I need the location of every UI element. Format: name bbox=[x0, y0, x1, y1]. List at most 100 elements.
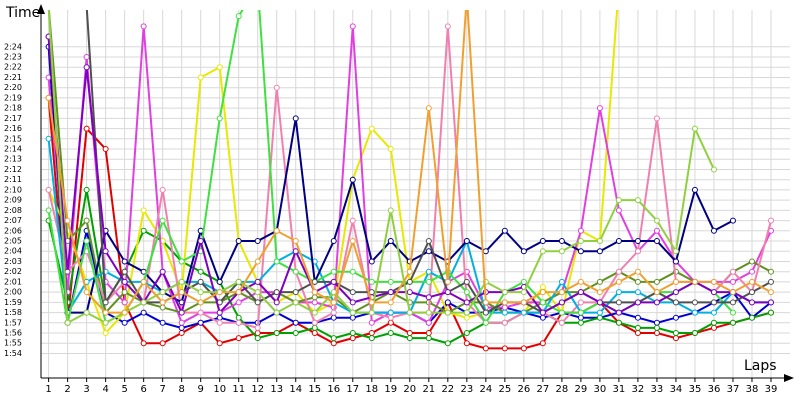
lap-marker bbox=[235, 335, 242, 342]
lap-marker bbox=[330, 238, 337, 245]
lap-marker bbox=[235, 289, 242, 296]
lap-marker bbox=[292, 238, 299, 245]
lap-marker bbox=[577, 289, 584, 296]
lap-marker bbox=[501, 319, 508, 326]
lap-marker bbox=[596, 299, 603, 306]
lap-marker bbox=[273, 299, 280, 306]
lap-marker bbox=[178, 330, 185, 337]
lap-marker bbox=[596, 309, 603, 316]
x-axis-arrow bbox=[784, 374, 794, 382]
lap-marker bbox=[691, 309, 698, 316]
lap-marker bbox=[349, 23, 356, 30]
x-tick-label: 16 bbox=[327, 384, 340, 395]
lap-marker bbox=[615, 299, 622, 306]
lap-marker bbox=[425, 238, 432, 245]
lap-marker bbox=[767, 289, 774, 296]
lap-marker bbox=[672, 258, 679, 265]
lap-marker bbox=[311, 294, 318, 301]
lap-marker bbox=[634, 268, 641, 275]
lap-marker bbox=[159, 289, 166, 296]
y-tick-label: 1:57 bbox=[4, 318, 22, 327]
lap-marker bbox=[102, 309, 109, 316]
lap-marker bbox=[45, 94, 52, 101]
y-tick-label: 1:55 bbox=[4, 339, 22, 348]
lap-marker bbox=[710, 299, 717, 306]
lap-marker bbox=[273, 84, 280, 91]
lap-marker bbox=[197, 74, 204, 81]
y-tick-label: 2:01 bbox=[4, 277, 22, 286]
lap-marker bbox=[140, 207, 147, 214]
lap-marker bbox=[520, 289, 527, 296]
lap-marker bbox=[577, 309, 584, 316]
lap-marker bbox=[710, 324, 717, 331]
y-axis-arrow bbox=[37, 4, 45, 14]
lap-marker bbox=[235, 319, 242, 326]
lap-marker bbox=[672, 248, 679, 255]
lap-marker bbox=[577, 278, 584, 285]
lap-marker bbox=[197, 299, 204, 306]
lap-marker bbox=[121, 278, 128, 285]
lap-marker bbox=[444, 289, 451, 296]
x-tick-label: 35 bbox=[689, 384, 702, 395]
lap-marker bbox=[539, 299, 546, 306]
lap-marker bbox=[596, 248, 603, 255]
lap-marker bbox=[216, 115, 223, 122]
lap-marker bbox=[235, 314, 242, 321]
lap-marker bbox=[501, 289, 508, 296]
x-tick-label: 15 bbox=[308, 384, 321, 395]
lap-marker bbox=[425, 309, 432, 316]
lap-marker bbox=[273, 309, 280, 316]
lap-marker bbox=[102, 330, 109, 337]
lap-marker bbox=[387, 314, 394, 321]
lap-marker bbox=[406, 309, 413, 316]
lap-marker bbox=[425, 330, 432, 337]
lap-marker bbox=[216, 278, 223, 285]
x-tick-label: 10 bbox=[213, 384, 226, 395]
lap-marker bbox=[121, 309, 128, 316]
lap-marker bbox=[596, 105, 603, 112]
lap-marker bbox=[710, 289, 717, 296]
lap-marker bbox=[425, 248, 432, 255]
lap-marker bbox=[121, 268, 128, 275]
lap-marker bbox=[349, 217, 356, 224]
lap-marker bbox=[368, 125, 375, 132]
y-tick-label: 2:23 bbox=[4, 53, 22, 62]
lap-marker bbox=[254, 278, 261, 285]
lap-marker bbox=[349, 268, 356, 275]
lap-marker bbox=[292, 299, 299, 306]
lap-marker bbox=[273, 258, 280, 265]
lap-marker bbox=[216, 289, 223, 296]
lap-marker bbox=[463, 330, 470, 337]
lap-marker bbox=[83, 125, 90, 132]
lap-marker bbox=[330, 309, 337, 316]
y-tick-label: 2:07 bbox=[4, 216, 22, 225]
lap-marker bbox=[254, 289, 261, 296]
lap-marker bbox=[596, 314, 603, 321]
lap-marker bbox=[444, 340, 451, 347]
lap-marker bbox=[46, 3, 51, 8]
lap-marker bbox=[311, 324, 318, 331]
lap-marker bbox=[178, 289, 185, 296]
lap-marker bbox=[235, 13, 242, 20]
lap-marker bbox=[83, 217, 90, 224]
x-tick-label: 29 bbox=[575, 384, 588, 395]
lap-marker bbox=[577, 248, 584, 255]
lap-marker bbox=[596, 238, 603, 245]
lap-marker bbox=[121, 258, 128, 265]
lap-marker bbox=[748, 258, 755, 265]
lap-marker bbox=[729, 217, 736, 224]
lap-marker bbox=[634, 278, 641, 285]
x-tick-label: 22 bbox=[441, 384, 454, 395]
lap-marker bbox=[672, 278, 679, 285]
lap-marker bbox=[463, 309, 470, 316]
lap-marker bbox=[311, 330, 318, 337]
lap-marker bbox=[710, 166, 717, 173]
lap-marker bbox=[311, 299, 318, 306]
lap-marker bbox=[653, 238, 660, 245]
lap-marker bbox=[83, 64, 90, 71]
lap-marker bbox=[311, 278, 318, 285]
y-tick-label: 2:14 bbox=[4, 145, 22, 154]
y-tick-label: 2:11 bbox=[4, 175, 22, 184]
x-tick-label: 13 bbox=[270, 384, 283, 395]
